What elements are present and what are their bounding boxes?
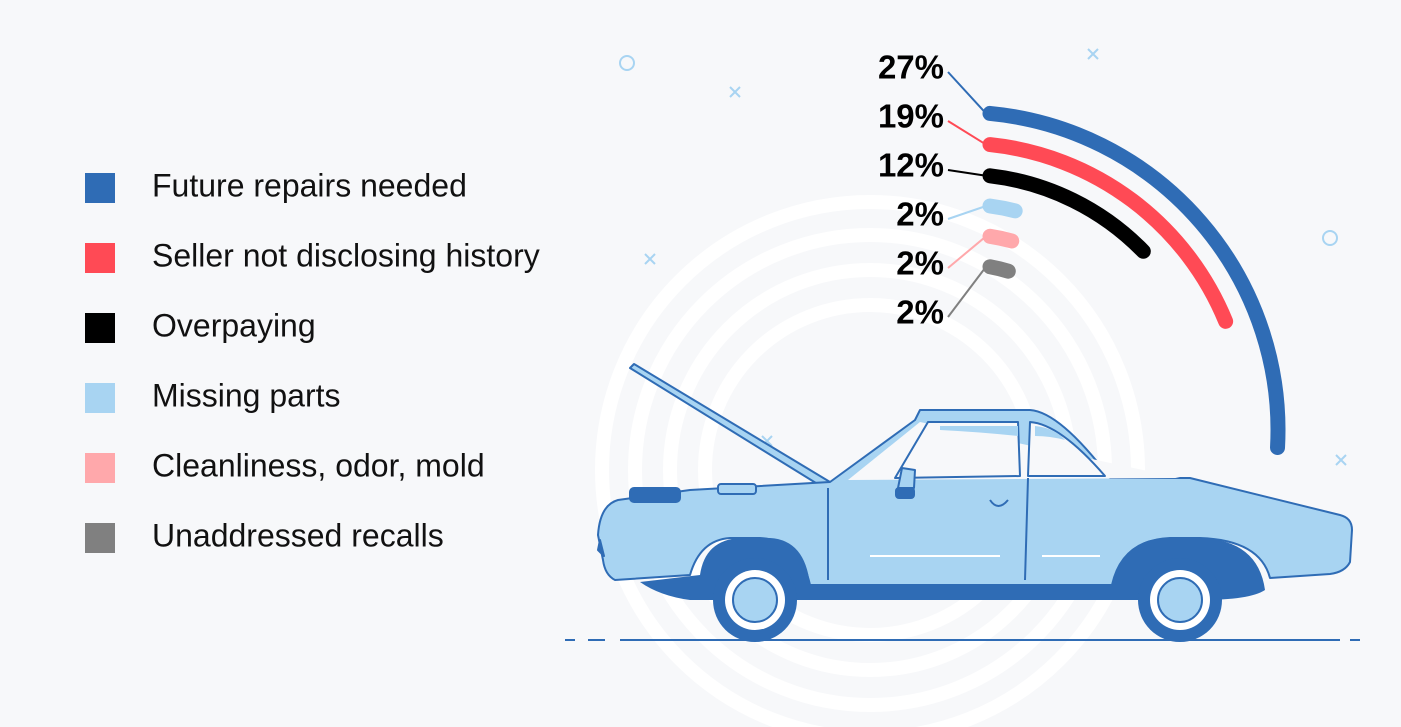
value-label: 27% — [878, 49, 944, 86]
legend-label: Overpaying — [152, 307, 316, 343]
car — [597, 363, 1353, 642]
value-label: 2% — [896, 294, 944, 331]
legend-label: Unaddressed recalls — [152, 517, 444, 553]
legend-swatch — [85, 313, 115, 343]
value-label: 19% — [878, 98, 944, 135]
legend-swatch — [85, 453, 115, 483]
leader-line — [947, 235, 987, 269]
leader-line — [947, 120, 987, 146]
radial-bar — [982, 168, 1151, 259]
leader-line — [947, 169, 987, 177]
radial-bar — [982, 137, 1234, 329]
radial-bar — [982, 105, 1286, 456]
legend-label: Seller not disclosing history — [152, 237, 540, 273]
value-label: 2% — [896, 196, 944, 233]
legend-swatch — [85, 383, 115, 413]
radial-bar — [982, 228, 1020, 249]
value-label: 12% — [878, 147, 944, 184]
legend-swatch — [85, 173, 115, 203]
radial-bar — [982, 259, 1016, 279]
decorations — [619, 48, 1347, 466]
leader-line — [947, 205, 987, 220]
legend-swatch — [85, 243, 115, 273]
legend-label: Cleanliness, odor, mold — [152, 447, 485, 483]
value-label: 2% — [896, 245, 944, 282]
legend-label: Future repairs needed — [152, 167, 467, 203]
leader-line — [947, 71, 987, 115]
legend-label: Missing parts — [152, 377, 341, 413]
leader-line — [947, 266, 987, 318]
radial-bar — [982, 198, 1023, 219]
legend-swatch — [85, 523, 115, 553]
